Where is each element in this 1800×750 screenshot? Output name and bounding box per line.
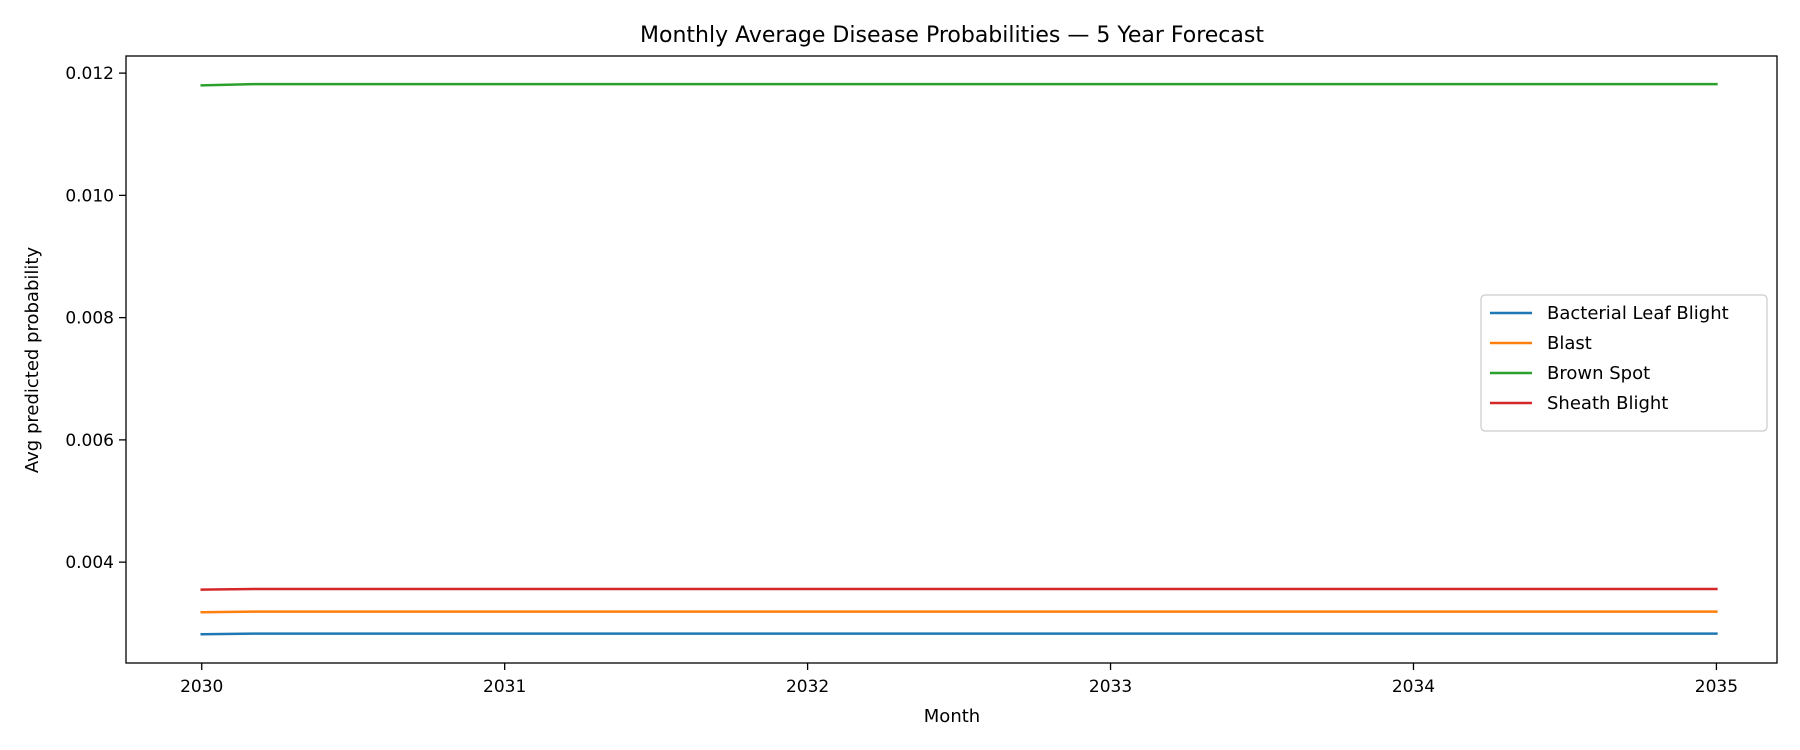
series-line-blast bbox=[200, 610, 1718, 614]
x-tick-label: 2034 bbox=[1392, 677, 1435, 697]
y-tick-label: 0.010 bbox=[65, 186, 114, 206]
y-tick-label: 0.008 bbox=[65, 309, 114, 329]
legend-label-brown-spot: Brown Spot bbox=[1547, 363, 1650, 384]
series-layer bbox=[200, 82, 1718, 636]
plot-frame bbox=[125, 55, 1778, 664]
chart-title: Monthly Average Disease Probabilities — … bbox=[640, 23, 1264, 48]
x-tick-label: 2030 bbox=[180, 677, 223, 697]
x-tick-label: 2031 bbox=[483, 677, 526, 697]
legend: Bacterial Leaf Blight Blast Brown Spot Shea… bbox=[1480, 294, 1768, 432]
series-line-brown-spot bbox=[200, 82, 1718, 87]
x-tick-label: 2033 bbox=[1089, 677, 1132, 697]
legend-label-blast: Blast bbox=[1547, 333, 1592, 354]
x-axis-label: Month bbox=[924, 706, 980, 727]
y-axis-label: Avg predicted probability bbox=[22, 247, 43, 474]
y-tick-label: 0.004 bbox=[65, 553, 114, 573]
legend-label-sheath-blight: Sheath Blight bbox=[1547, 393, 1668, 414]
x-tick-label: 2035 bbox=[1695, 677, 1738, 697]
series-line-sheath-blight bbox=[200, 587, 1718, 591]
series-line-bacterial-leaf-blight bbox=[200, 632, 1718, 636]
legend-box bbox=[1480, 294, 1768, 432]
axis-ticks: 2030 2031 2032 2033 2034 2035 0.004 0.006 0.008 0… bbox=[65, 64, 1738, 697]
y-tick-label: 0.006 bbox=[65, 431, 114, 451]
x-tick-label: 2032 bbox=[786, 677, 829, 697]
legend-label-bacterial-leaf-blight: Bacterial Leaf Blight bbox=[1547, 303, 1729, 324]
y-tick-label: 0.012 bbox=[65, 64, 114, 84]
